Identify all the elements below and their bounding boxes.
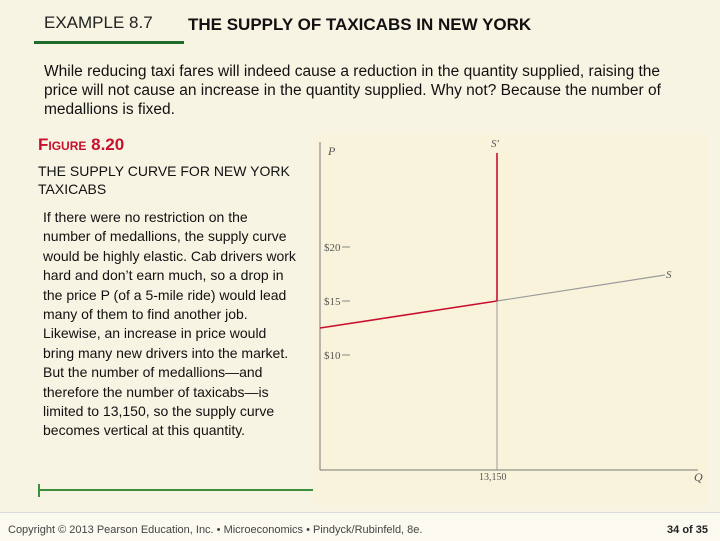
y-axis-label: P <box>327 144 336 158</box>
figure-label: FIGURE 8.20 <box>38 135 124 155</box>
s-prime-label: S′ <box>491 138 500 150</box>
x-axis-label: Q <box>694 470 703 484</box>
supply-curve-s-upper <box>496 274 666 302</box>
horizontal-rule <box>38 489 323 491</box>
figure-body-text: If there were no restriction on the numb… <box>43 209 296 439</box>
supply-curve-s-lower <box>319 300 498 329</box>
figure-label-num: 8.20 <box>86 135 125 154</box>
page-number: 34 of 35 <box>667 524 708 536</box>
figure-label-small: IGURE <box>48 139 87 153</box>
y-tick-label-10: $10 <box>324 350 341 362</box>
y-tick-label-15: $15 <box>324 296 341 308</box>
page-title: THE SUPPLY OF TAXICABS IN NEW YORK <box>188 15 532 34</box>
figure-caption: THE SUPPLY CURVE FOR NEW YORK TAXICABS <box>38 163 290 197</box>
footer: Copyright © 2013 Pearson Education, Inc.… <box>0 512 720 541</box>
y-tick-label-20: $20 <box>324 242 341 254</box>
figure-label-first: F <box>38 135 49 154</box>
example-label: EXAMPLE 8.7 <box>44 13 153 32</box>
s-label: S <box>666 269 672 281</box>
x-tick-label-13150: 13,150 <box>479 472 507 483</box>
intro-paragraph: While reducing taxi fares will indeed ca… <box>44 63 661 118</box>
footer-copyright: Copyright © 2013 Pearson Education, Inc.… <box>8 524 423 536</box>
supply-chart: P Q $20 $15 $10 13,150 S′ S <box>319 138 703 484</box>
example-underline <box>34 41 184 44</box>
graph-panel: P Q $20 $15 $10 13,150 S′ S <box>313 135 708 505</box>
